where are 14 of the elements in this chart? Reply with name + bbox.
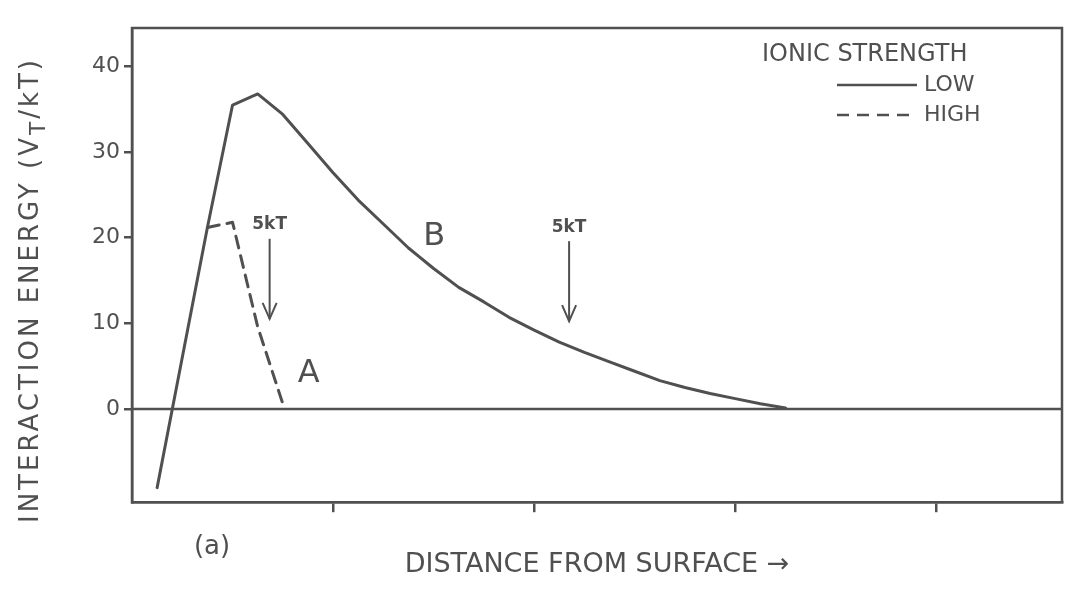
text: (a)	[193, 530, 231, 561]
annotation: 5kT	[551, 215, 587, 236]
y-tick-label: 10	[91, 309, 120, 335]
y-tick-label: 40	[91, 52, 120, 78]
legend-label: LOW	[924, 70, 975, 96]
y-tick-label: 20	[91, 223, 120, 249]
x-axis-title: DISTANCE FROM SURFACE →	[404, 546, 790, 578]
y-tick-label: 0	[105, 394, 120, 420]
annotation: A	[297, 352, 320, 391]
y-tick-label: 30	[91, 137, 120, 163]
annotation: 5kT	[252, 213, 288, 234]
legend-label: HIGH	[924, 100, 981, 126]
legend-title: IONIC STRENGTH	[762, 39, 968, 68]
annotation: B	[423, 214, 446, 253]
